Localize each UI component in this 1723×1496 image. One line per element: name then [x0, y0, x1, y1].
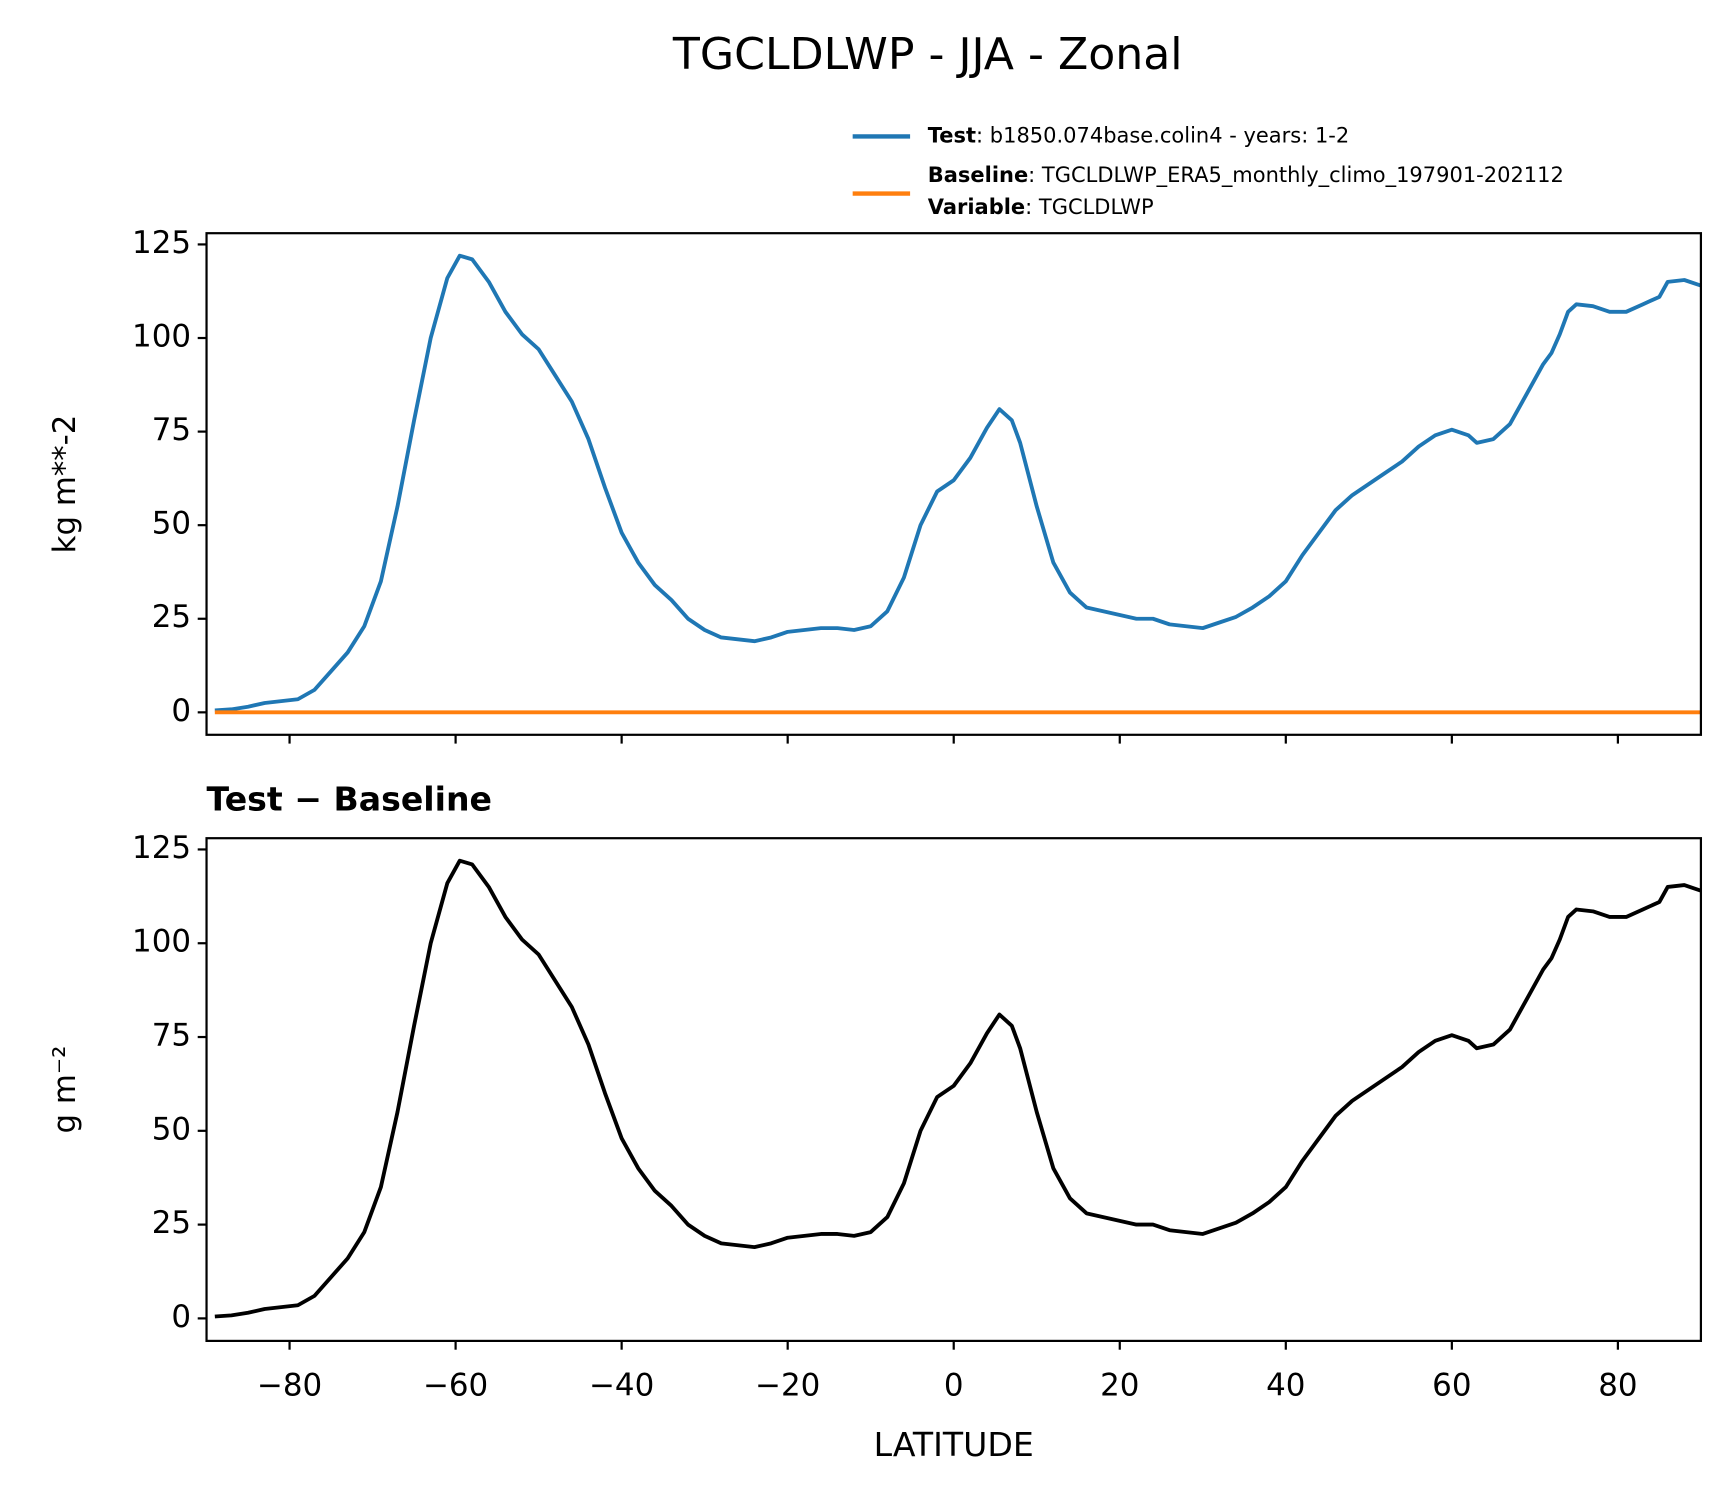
series-line: [214, 253, 1701, 713]
legend-entry: Variable: TGCLDLWP: [928, 195, 1154, 219]
y-tick-label: 25: [152, 599, 191, 635]
x-tick-label: 60: [1432, 1368, 1471, 1404]
axes-frame: [205, 837, 1703, 1343]
y-tick-label: 75: [152, 412, 191, 448]
legend-description: : TGCLDLWP: [1025, 195, 1153, 219]
x-tick-label: −40: [589, 1368, 654, 1404]
legend-entry: Baseline: TGCLDLWP_ERA5_monthly_climo_19…: [928, 163, 1564, 187]
x-tick-label: 40: [1266, 1368, 1305, 1404]
legend-entry: Test: b1850.074base.colin4 - years: 1-2: [928, 123, 1349, 147]
axes-frame: [205, 232, 1703, 736]
y-tick-label: 125: [132, 225, 191, 261]
plot-lines: [214, 253, 1701, 715]
axes-title: Test − Baseline: [207, 779, 492, 818]
x-tick-label: 0: [944, 1368, 964, 1404]
y-tick-label: 75: [152, 1018, 191, 1054]
x-tick-label: 80: [1598, 1368, 1637, 1404]
x-tick-label: −20: [755, 1368, 820, 1404]
y-axis-label: kg m**-2: [47, 415, 83, 554]
y-axis-label: g m⁻²: [47, 1046, 83, 1134]
plot-lines: [214, 858, 1701, 1319]
legend-name: Baseline: [928, 163, 1028, 187]
y-tick-label: 100: [132, 319, 191, 355]
x-tick-label: −60: [423, 1368, 488, 1404]
x-tick-label: −80: [257, 1368, 322, 1404]
legend-description: : b1850.074base.colin4 - years: 1-2: [976, 123, 1349, 147]
y-tick-label: 125: [132, 830, 191, 866]
y-tick-label: 100: [132, 924, 191, 960]
y-tick-label: 0: [171, 693, 191, 729]
legend-description: : TGCLDLWP_ERA5_monthly_climo_197901-202…: [1028, 163, 1564, 187]
x-tick-label: 20: [1100, 1368, 1139, 1404]
y-tick-label: 50: [152, 506, 191, 542]
x-axis-label: LATITUDE: [874, 1425, 1034, 1464]
legend-name: Variable: [928, 195, 1025, 219]
y-tick-label: 25: [152, 1205, 191, 1241]
figure-title: TGCLDLWP - JJA - Zonal: [672, 29, 1183, 80]
y-tick-label: 50: [152, 1111, 191, 1147]
legend-name: Test: [928, 123, 976, 147]
series-line: [214, 858, 1701, 1319]
y-tick-label: 0: [171, 1299, 191, 1335]
